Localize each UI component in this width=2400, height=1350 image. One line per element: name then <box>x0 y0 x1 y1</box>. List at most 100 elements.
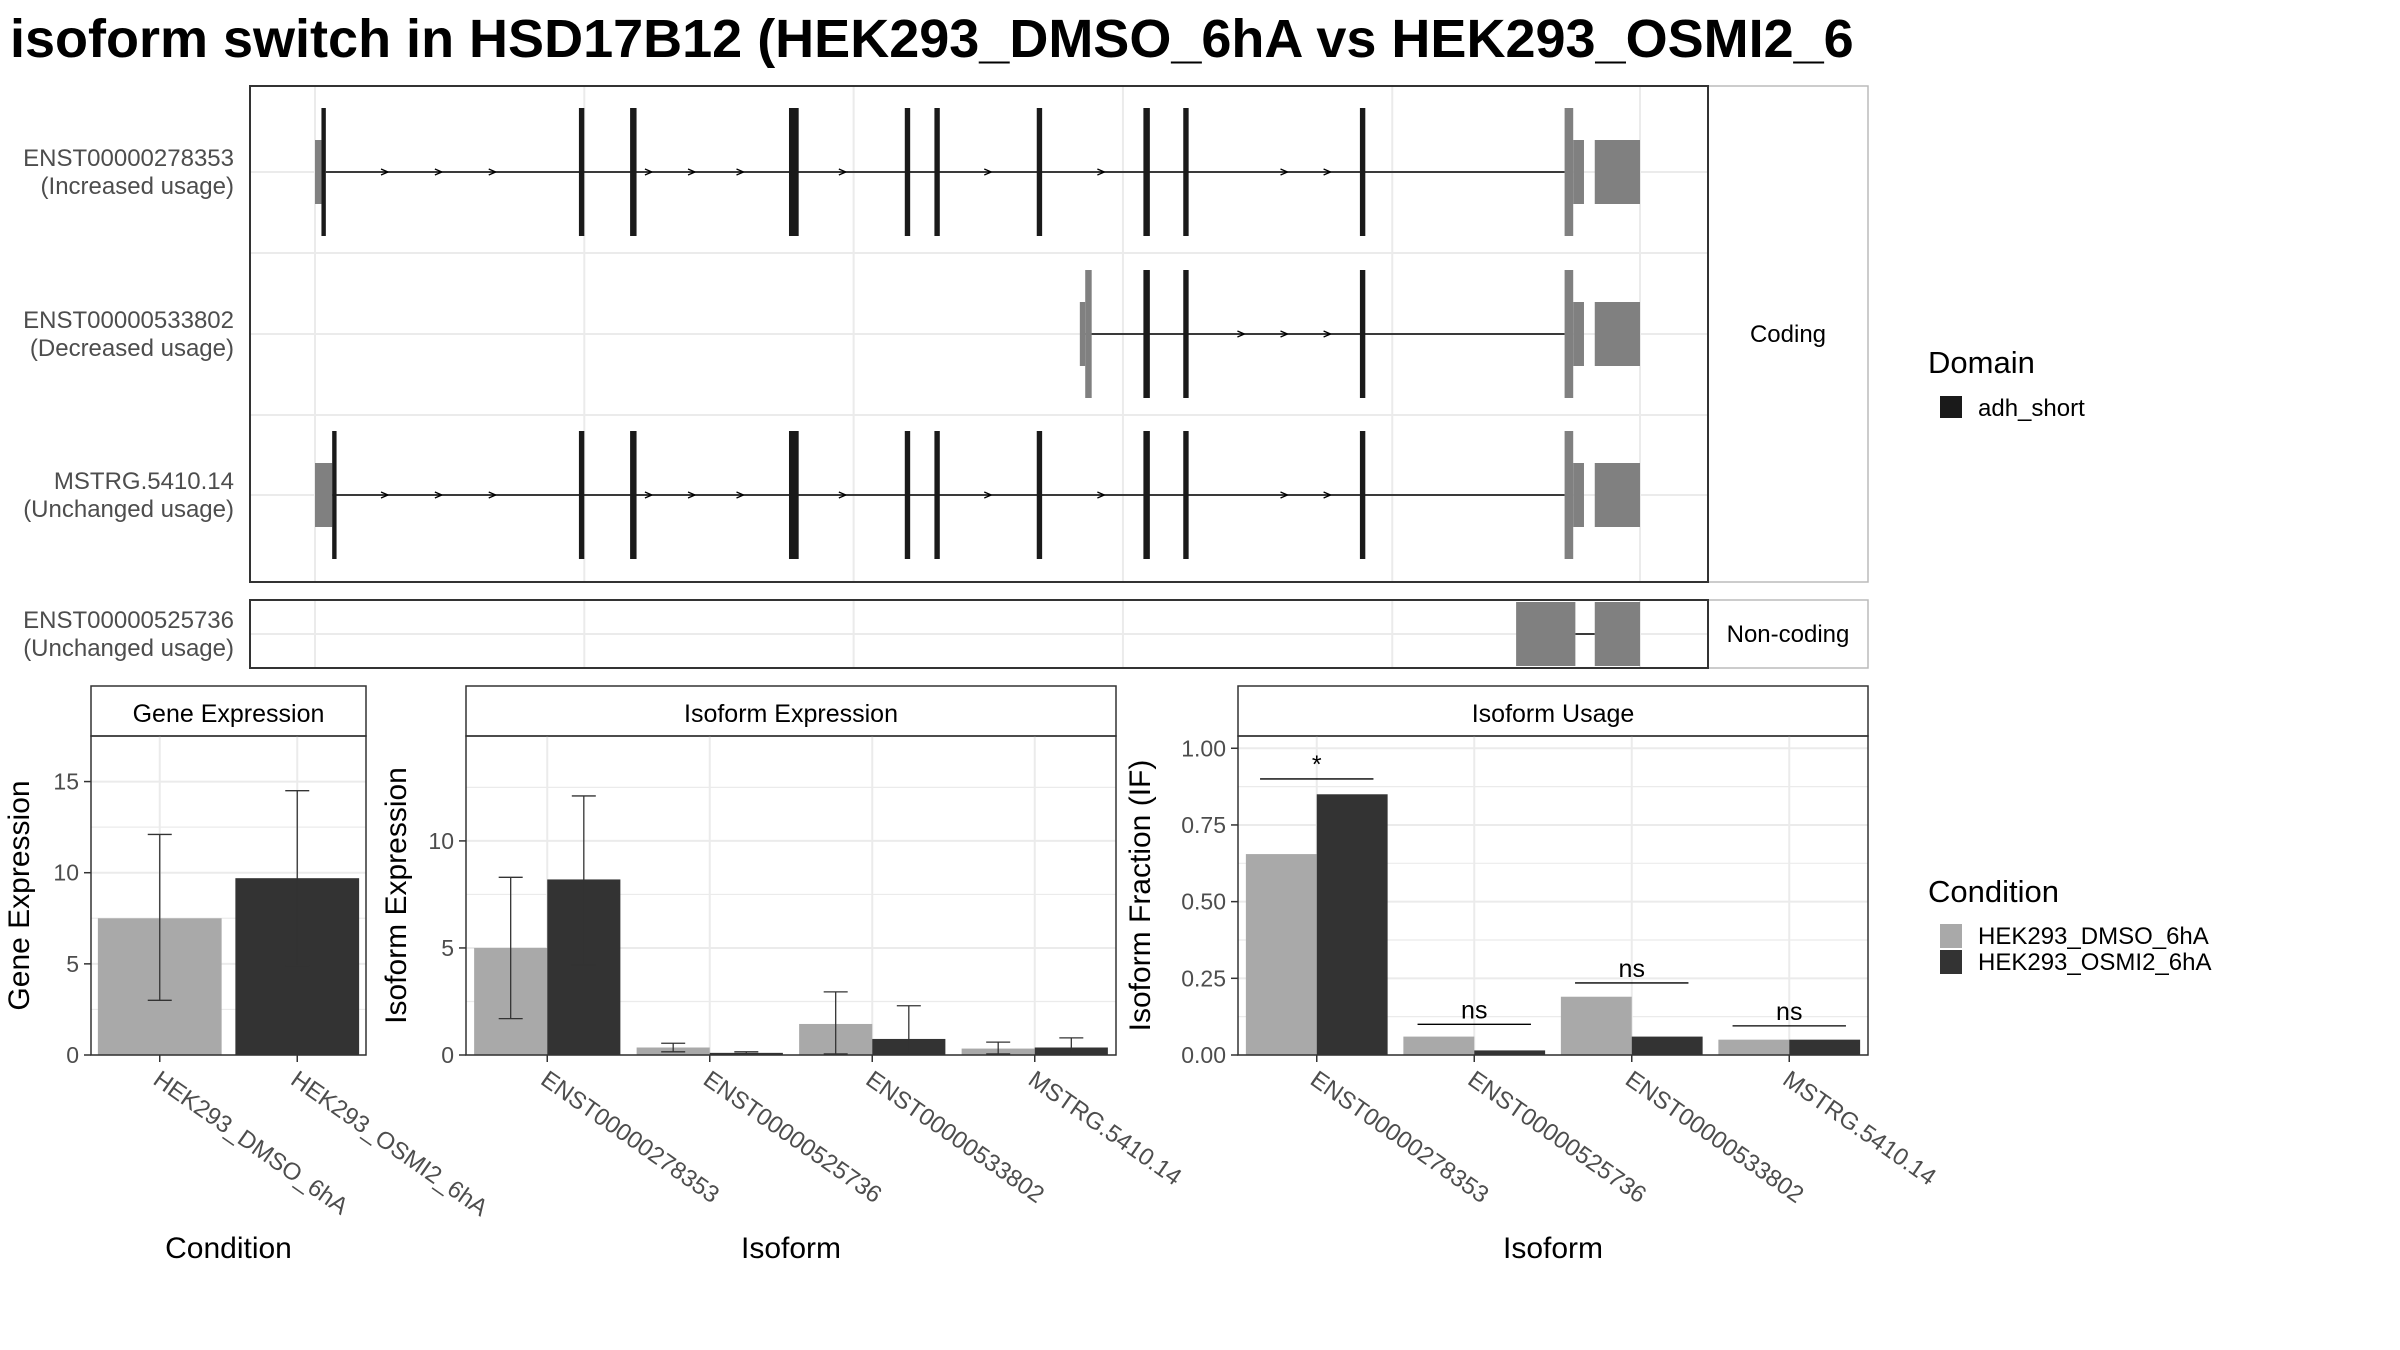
chart-2: Isoform Usage 0.00 0.25 0.50 0.75 1.00 * ns ns ns… <box>1124 685 1941 1265</box>
domain-block <box>1359 431 1366 559</box>
coding-panel-border <box>249 85 1709 583</box>
condition-legend-label: HEK293_DMSO_6hA <box>1978 923 2209 950</box>
noncoding-panel-border <box>249 599 1709 669</box>
y-axis-title: Gene Expression <box>3 780 36 1010</box>
transcript-id-label: ENST00000278353 <box>23 145 234 172</box>
x-axis-title: Isoform <box>1503 1232 1603 1265</box>
transcript-MSTRG.5410.14 <box>315 431 1640 559</box>
domain-block <box>1359 108 1366 236</box>
y-tick-label: 10 <box>428 828 454 854</box>
transcript-ENST00000278353 <box>315 108 1640 236</box>
exon-block <box>1079 302 1086 366</box>
transcript-usage-label: (Increased usage) <box>41 173 234 200</box>
panel-title: Gene Expression <box>133 700 325 728</box>
chart-1: Isoform Expression0510ENST00000278353ENS… <box>380 685 1186 1265</box>
strand-arrow <box>736 168 746 176</box>
significance-label: * <box>1312 751 1322 779</box>
domain-block <box>1183 270 1189 398</box>
x-tick-label: ENST00000533802 <box>861 1066 1049 1209</box>
domain-block <box>578 431 585 559</box>
panel-strip <box>90 685 367 737</box>
domain-legend-swatch <box>1940 396 1962 418</box>
domain-block <box>934 108 940 236</box>
exon-block <box>1573 463 1584 527</box>
y-tick-label: 0.25 <box>1181 965 1226 991</box>
condition-legend-title: Condition <box>1928 874 2059 909</box>
bar <box>1718 1039 1790 1055</box>
domain-block <box>788 431 799 559</box>
exon-block <box>315 463 333 527</box>
strand-arrow <box>488 491 498 499</box>
strand-arrow <box>984 491 993 499</box>
x-tick-label: ENST00000278353 <box>536 1066 724 1209</box>
domain-block <box>630 108 637 236</box>
y-tick-label: 0 <box>66 1042 79 1068</box>
x-tick-label: MSTRG.5410.14 <box>1023 1066 1186 1191</box>
y-tick-label: 1.00 <box>1181 735 1226 761</box>
bar-charts: Gene Expression051015HEK293_DMSO_6hAHEK2… <box>3 685 1941 1265</box>
domain-block <box>934 431 940 559</box>
domain-block <box>904 431 911 559</box>
domain-block <box>1143 270 1150 398</box>
exon-block <box>1564 270 1574 398</box>
domain-legend-label: adh_short <box>1978 395 2085 422</box>
strand-arrow <box>1097 168 1107 176</box>
bar <box>1474 1050 1546 1055</box>
strand-arrow <box>838 168 848 176</box>
transcript-id-label: MSTRG.5410.14 <box>54 468 234 495</box>
strand-arrow <box>644 168 654 176</box>
domain-legend-title: Domain <box>1928 345 2035 380</box>
exon-block <box>1594 602 1640 666</box>
legends: Domain adh_short Condition HEK293_DMSO_6hAH… <box>1928 345 2211 976</box>
x-tick-label: MSTRG.5410.14 <box>1778 1066 1941 1191</box>
exon-block <box>1085 270 1092 398</box>
y-tick-label: 0.75 <box>1181 812 1226 838</box>
strand-arrow <box>1323 168 1333 176</box>
panel-title: Isoform Usage <box>1472 700 1635 728</box>
bar <box>1789 1039 1861 1055</box>
significance-label: ns <box>1776 998 1802 1026</box>
transcript-id-label: ENST00000525736 <box>23 607 234 634</box>
strand-arrow <box>736 491 746 499</box>
strand-arrow <box>434 491 444 499</box>
strand-arrow <box>1097 491 1107 499</box>
exon-block <box>1564 431 1574 559</box>
transcript-id-label: ENST00000533802 <box>23 307 234 334</box>
panel-border <box>90 735 367 1056</box>
bar <box>1316 794 1388 1055</box>
exon-block <box>315 140 322 204</box>
strand-arrow <box>380 168 390 176</box>
exon-block <box>1594 302 1640 366</box>
coding-strip-label: Coding <box>1750 321 1826 348</box>
domain-block <box>1143 108 1150 236</box>
bar <box>1631 1036 1703 1055</box>
exon-block <box>1594 463 1640 527</box>
y-tick-label: 5 <box>441 935 454 961</box>
bar <box>1245 854 1317 1055</box>
noncoding-strip <box>1707 599 1869 669</box>
y-axis-title: Isoform Fraction (IF) <box>1124 760 1157 1032</box>
domain-block <box>1036 108 1043 236</box>
y-tick-label: 15 <box>53 769 79 795</box>
panel-border <box>465 735 1117 1056</box>
domain-block <box>578 108 585 236</box>
strand-arrow <box>687 491 697 499</box>
exon-block <box>1573 140 1584 204</box>
chart-0: Gene Expression051015HEK293_DMSO_6hAHEK2… <box>3 685 493 1265</box>
x-axis-title: Isoform <box>741 1232 841 1265</box>
domain-block <box>788 108 799 236</box>
strand-arrow <box>687 168 697 176</box>
bar <box>1560 996 1632 1055</box>
gene-model-panel: Coding Non-coding ENST00000278353(Increase… <box>23 85 1869 669</box>
domain-block <box>1359 270 1366 398</box>
strand-arrow <box>984 168 993 176</box>
strand-arrow <box>1280 168 1290 176</box>
coding-strip <box>1707 85 1869 583</box>
domain-block <box>1183 431 1189 559</box>
transcript-ENST00000533802 <box>1079 270 1640 398</box>
y-axis-title: Isoform Expression <box>380 767 413 1024</box>
significance-label: ns <box>1461 996 1487 1024</box>
y-tick-label: 10 <box>53 860 79 886</box>
significance-label: ns <box>1619 955 1645 983</box>
